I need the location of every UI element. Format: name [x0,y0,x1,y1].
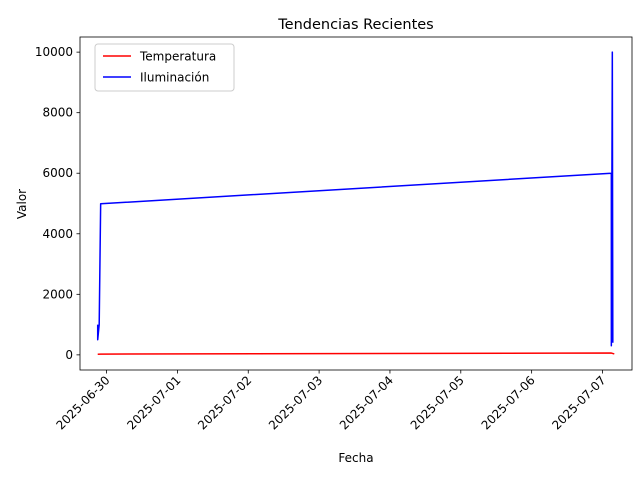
plot-frame [79,36,633,371]
y-axis-title: Valor [15,189,29,219]
x-tick-label: 2025-06-30 [53,373,112,432]
y-tick-label: 6000 [42,166,73,180]
legend-label: Temperatura [139,50,216,64]
series-line-2 [96,51,614,347]
chart-title: Tendencias Recientes [277,17,434,33]
x-axis-title: Fecha [338,451,373,465]
y-tick-label: 10000 [35,45,73,59]
x-tick-label: 2025-07-06 [479,373,538,432]
y-tick-label: 8000 [42,106,73,120]
series-line-1 [97,352,615,355]
x-tick-label: 2025-07-01 [124,373,183,432]
y-tick-label: 0 [65,348,73,362]
legend: Temperatura Iluminación [94,43,235,92]
y-tick-label: 2000 [42,287,73,301]
plot-area [96,51,615,355]
x-tick-label: 2025-07-07 [549,373,608,432]
legend-label: Iluminación [140,71,209,85]
x-tick-label: 2025-07-02 [195,373,254,432]
x-tick-label: 2025-07-03 [266,373,325,432]
y-tick-label: 4000 [42,227,73,241]
x-tick-label: 2025-07-04 [337,373,396,432]
x-tick-label: 2025-07-05 [408,373,467,432]
